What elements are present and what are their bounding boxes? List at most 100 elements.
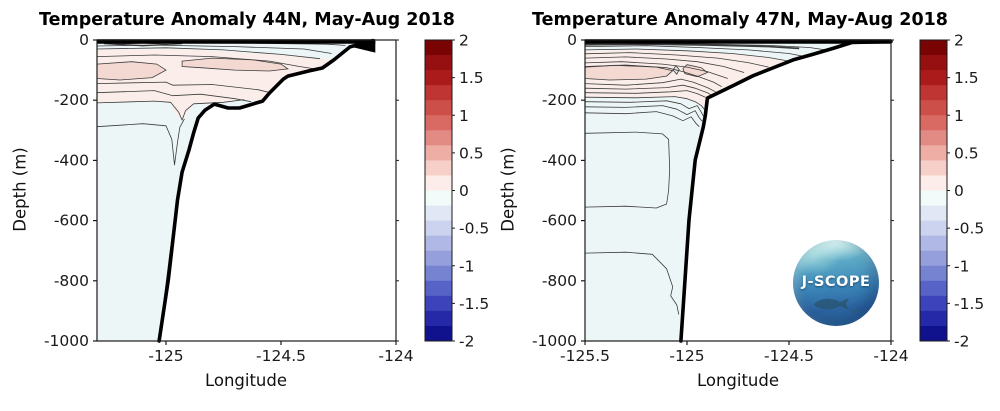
fish-icon (814, 298, 860, 313)
colorbar-tick-label: -2 (459, 333, 474, 351)
contour-line (585, 56, 745, 73)
y-tick-label: -600 (542, 212, 577, 230)
colorbar-band (425, 115, 452, 131)
colorbar-band (920, 235, 947, 252)
contour-line (585, 90, 706, 98)
colorbar-band (425, 40, 452, 56)
contour-line (97, 118, 185, 166)
colorbar-band (425, 295, 452, 312)
x-axis-label-47n: Longitude (696, 371, 780, 390)
colorbar-band (425, 310, 452, 327)
colorbar-tick-label: -0.5 (459, 220, 489, 238)
colorbar-band (425, 145, 452, 161)
y-axis-label-47n: Depth (m) (498, 147, 518, 232)
x-tick-label: -124.5 (256, 347, 306, 365)
colorbar-band (425, 55, 452, 71)
colorbar-tick-label: 0 (459, 182, 469, 200)
contour-line (585, 251, 680, 315)
contour-line (585, 100, 704, 117)
colorbar-band (920, 205, 947, 222)
x-tick-label: -125.5 (560, 347, 610, 365)
y-tick-label: -200 (54, 91, 89, 109)
x-axis-label-44n: Longitude (204, 371, 288, 390)
contour-line (585, 45, 806, 57)
colorbar-band (425, 280, 452, 297)
y-tick-label: -800 (542, 272, 577, 290)
title-44n: Temperature Anomaly 44N, May-Aug 2018 (39, 10, 455, 30)
colorbar-band (425, 250, 452, 267)
y-tick-label: -400 (54, 151, 89, 169)
y-axis-label-44n: Depth (m) (10, 147, 30, 232)
ocean-fill (585, 40, 891, 341)
colorbar-band (425, 70, 452, 86)
colorbar-band (920, 40, 947, 56)
y-tick-label: -400 (542, 151, 577, 169)
y-tick-label: -800 (54, 272, 89, 290)
x-tick-label: -125 (669, 347, 704, 365)
y-tick-label: -600 (54, 212, 89, 230)
anomaly-region (97, 61, 167, 81)
contour-layer (97, 41, 346, 341)
contour-line (585, 52, 769, 68)
colorbar-band (920, 250, 947, 267)
contour-line (97, 54, 314, 69)
colorbar-tick-label: 1.5 (954, 69, 979, 87)
anomaly-region (585, 49, 789, 110)
colorbar-band (425, 175, 452, 191)
contour-line (585, 84, 712, 96)
colorbar-band (920, 310, 947, 327)
colorbar-tick-label: 2 (954, 32, 964, 50)
colorbar: 2 1.5 1 0.5 0 -0.5 -1 -1.5 -2 (424, 32, 489, 351)
contour-line (585, 111, 700, 127)
colorbar-band (920, 70, 947, 86)
contour-line (585, 48, 790, 62)
title-47n: Temperature Anomaly 47N, May-Aug 2018 (532, 10, 948, 30)
jscope-logo: J-SCOPE (793, 240, 879, 326)
contour-line (585, 131, 671, 209)
contour-line (585, 78, 716, 93)
colorbar-band (920, 85, 947, 101)
colorbar-band (920, 220, 947, 237)
colorbar-band (425, 100, 452, 116)
y-tick-label: 0 (79, 31, 89, 49)
colorbar-tick-label: -0.5 (954, 220, 984, 238)
panel-47n: -125.5 -125 -124.5 -124 0 -200 -400 -600 -800 -10… (532, 31, 909, 365)
x-tick-label: -124 (378, 347, 413, 365)
x-tick-label: -124 (873, 347, 908, 365)
y-tick-label: -1000 (532, 332, 577, 350)
colorbar-tick-label: 0 (954, 182, 964, 200)
colorbar-tick-label: 1 (954, 107, 964, 125)
colorbar-band (920, 160, 947, 176)
colorbar-band (920, 190, 947, 207)
colorbar-band (425, 85, 452, 101)
colorbar-band (920, 175, 947, 191)
colorbar-band (425, 205, 452, 222)
colorbar-band (425, 265, 452, 282)
colorbar-band (920, 145, 947, 161)
colorbar-band (920, 265, 947, 282)
ocean-fill (97, 40, 373, 341)
contour-layer (585, 42, 826, 315)
colorbar: 2 1.5 1 0.5 0 -0.5 -1 -1.5 -2 (919, 32, 984, 351)
colorbar-band (425, 325, 452, 342)
coast-wedge (347, 40, 376, 53)
contour-line (585, 61, 728, 79)
contour-line (97, 81, 277, 95)
axes-frame (96, 39, 397, 342)
anomaly-region (585, 64, 674, 81)
axes-frame (584, 39, 892, 342)
contour-line (97, 90, 252, 103)
y-tick-label: -200 (542, 91, 577, 109)
y-tick-label: 0 (567, 31, 577, 49)
colorbar-band (920, 115, 947, 131)
y-tick-label: -1000 (44, 332, 89, 350)
contour-line (585, 43, 800, 50)
colorbar-tick-label: 0.5 (459, 144, 484, 162)
colorbar-tick-label: 1.5 (459, 69, 484, 87)
panel-44n: -125 -124.5 -124 0 -200 -400 -600 -800 -1000 (44, 31, 414, 365)
bathymetry-line (157, 38, 375, 343)
contour-line (585, 96, 705, 110)
colorbar-band (425, 235, 452, 252)
colorbar-band (920, 130, 947, 146)
